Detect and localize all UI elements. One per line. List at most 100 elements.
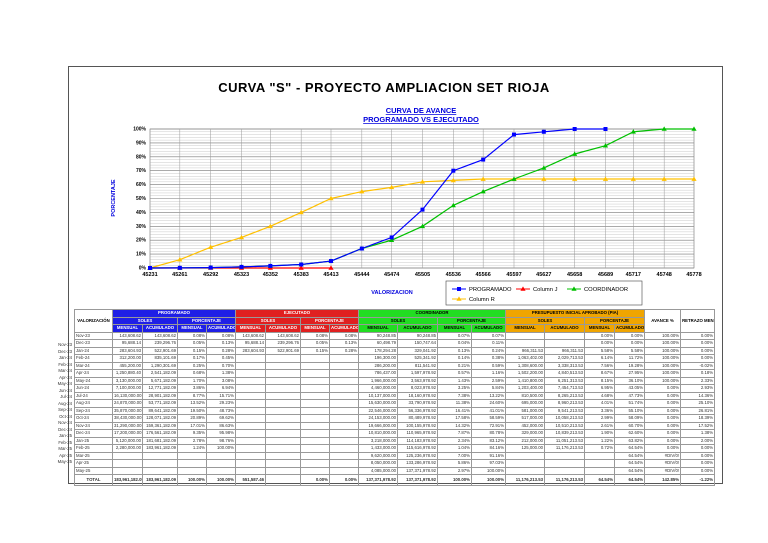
total-cell: 0.00%: [300, 474, 330, 486]
table-cell: 8,960,213.53: [544, 399, 586, 408]
table-cell: 0.07%: [437, 331, 472, 340]
th-mensual: MENSUAL: [177, 324, 207, 333]
x-tick-label: 45474: [384, 272, 400, 278]
table-row: Feb-25 2,280,000.00 183,961,182.09 1.24% 100…: [74, 444, 716, 453]
th-ejec-soles: SOLES: [235, 316, 301, 325]
table-cell: 7.00%: [437, 451, 472, 460]
table-cell: 100.00%: [644, 369, 682, 378]
table-cell: 966,311.53: [505, 346, 546, 355]
table-cell: [206, 466, 236, 475]
table-cell: #DIV/0!: [644, 459, 682, 468]
side-period-label: Jan-24: [58, 355, 72, 360]
total-cell: 183,961,182.09: [142, 474, 178, 486]
table-cell: [112, 466, 143, 475]
table-cell: 143,608.62: [112, 331, 143, 340]
y-tick-label: 60%: [136, 182, 147, 188]
data-point-column-r: [267, 223, 273, 229]
row-period: Feb-24: [74, 354, 113, 363]
table-cell: 786,437.00: [358, 369, 398, 378]
table-cell: [544, 451, 586, 460]
data-point-programado: [541, 129, 546, 134]
total-cell: 64.54%: [614, 474, 646, 486]
legend-box: [445, 280, 643, 306]
table-cell: 10,058,213.53: [544, 414, 586, 423]
side-period-label: Oct-24: [59, 413, 72, 419]
table-cell: 7,100,000.00: [112, 384, 143, 393]
table-cell: 95.98%: [206, 429, 236, 438]
th-retrazo: RETRAZO MENSUAL %: [680, 309, 716, 333]
table-cell: 19.50%: [177, 406, 207, 415]
x-axis-label: VALORIZACION: [371, 290, 412, 296]
data-point-column-r: [541, 176, 547, 181]
table-row: Feb-24 312,200.00 835,101.69 0.17% 0.45% 196,…: [74, 354, 716, 363]
table-cell: 0.00%: [584, 331, 616, 340]
table-cell: 13.22%: [470, 391, 507, 400]
table-row: Jan-24 283,604.93 522,901.69 0.15% 0.28% 283,…: [74, 346, 716, 355]
table-cell: [329, 391, 359, 400]
th-mensual: MENSUAL: [300, 324, 330, 333]
table-cell: [265, 361, 301, 370]
table-cell: 0.45%: [206, 354, 236, 363]
side-period-label: Nov-24: [58, 420, 72, 425]
table-cell: 4,840,513.53: [544, 369, 586, 378]
table-cell: 966,311.53: [544, 346, 586, 355]
data-point-column-r: [630, 176, 636, 181]
table-cell: 47.73%: [614, 391, 646, 400]
table-cell: 0.00%: [680, 354, 716, 363]
legend-marker: [456, 296, 462, 301]
table-cell: 1.16%: [470, 369, 507, 378]
data-point-coordinador: [419, 223, 426, 229]
table-cell: 28,901,182.09: [142, 391, 178, 400]
x-tick-label: 45352: [263, 272, 278, 278]
table-cell: 0.28%: [206, 346, 236, 355]
table-cell: 0.05%: [177, 339, 207, 348]
row-period: May-25: [74, 466, 113, 475]
table-cell: [300, 384, 330, 393]
table-cell: 84.16%: [470, 444, 507, 453]
table-cell: 17.58%: [437, 414, 472, 423]
table-cell: 18.39%: [680, 414, 716, 423]
table-cell: 3,563,978.92: [397, 376, 438, 385]
table-cell: 0.11%: [470, 339, 507, 348]
data-point-programado: [451, 168, 456, 173]
table-cell: 0.25%: [177, 361, 207, 370]
table-cell: 86.63%: [206, 421, 236, 430]
table-row: Oct-24 38,430,000.00 128,071,182.09 20.89% 6…: [74, 414, 716, 423]
data-point-column-r: [298, 209, 304, 215]
table-cell: 24,153,000.00: [358, 414, 398, 423]
table-cell: 0.08%: [329, 331, 359, 340]
table-cell: 159,361,182.09: [142, 421, 178, 430]
table-cell: 10,839,213.53: [544, 429, 586, 438]
table-cell: 1,433,000.00: [358, 444, 398, 453]
table-cell: 5.58%: [584, 346, 616, 355]
data-point-column-r: [208, 244, 214, 249]
table-cell: 33,790,978.92: [397, 399, 438, 408]
th-acumulado: ACUMULADO: [614, 324, 646, 333]
table-cell: 0.18%: [680, 369, 716, 378]
table-cell: [112, 459, 143, 468]
side-period-label: Mar-25: [58, 446, 72, 451]
table-cell: 11,176,213.53: [544, 444, 586, 453]
table-cell: 27.95%: [614, 369, 646, 378]
row-period: Jul-24: [74, 391, 113, 400]
data-point-programado: [329, 259, 334, 264]
table-cell: [544, 459, 586, 468]
table-cell: 0.21%: [437, 361, 472, 370]
table-cell: 10,810,000.00: [358, 429, 398, 438]
table-cell: 14.32%: [437, 421, 472, 430]
table-cell: 8.77%: [177, 391, 207, 400]
table-cell: 5.86%: [437, 459, 472, 468]
total-cell: 11,176,213.53: [505, 474, 546, 486]
table-cell: [300, 354, 330, 363]
table-cell: 97.03%: [470, 459, 507, 468]
table-cell: [329, 399, 359, 408]
table-cell: [300, 436, 330, 445]
page-title: CURVA "S" - PROYECTO AMPLIACION SET RIOJ…: [218, 80, 550, 95]
table-cell: [329, 369, 359, 378]
table-cell: [329, 406, 359, 415]
table-cell: 58.09%: [614, 414, 646, 423]
table-cell: 0.00%: [680, 466, 716, 475]
table-cell: 0.00%: [644, 399, 682, 408]
table-cell: [329, 436, 359, 445]
table-cell: 115,616,978.92: [397, 444, 438, 453]
